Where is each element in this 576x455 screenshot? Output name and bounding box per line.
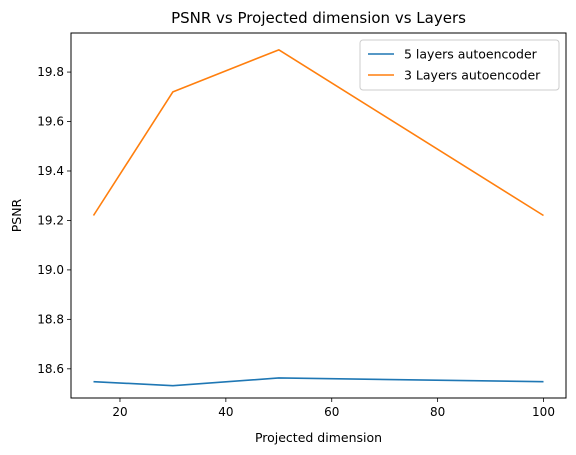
y-tick-label: 18.6 — [37, 362, 64, 376]
series-line-1 — [93, 377, 544, 387]
x-tick-label: 20 — [112, 405, 127, 419]
x-tick-label: 80 — [430, 405, 445, 419]
x-tick-label: 100 — [532, 405, 555, 419]
y-tick-label: 19.4 — [37, 164, 64, 178]
y-tick-label: 19.2 — [37, 213, 64, 227]
series-layer — [92, 49, 544, 387]
y-tick-label: 19.0 — [37, 263, 64, 277]
legend: 5 layers autoencoder 3 Layers autoencoder — [359, 39, 560, 91]
x-tick-label: 60 — [324, 405, 339, 419]
legend-entry-1: 5 layers autoencoder — [404, 47, 538, 62]
x-axis: 20 40 60 80 100 — [112, 398, 555, 419]
y-tick-label: 19.6 — [37, 115, 64, 129]
y-tick-label: 19.8 — [37, 65, 64, 79]
y-axis-label: PSNR — [9, 198, 24, 232]
series-line-2 — [92, 49, 544, 217]
plot-frame — [70, 32, 567, 399]
y-tick-label: 18.8 — [37, 312, 64, 326]
chart-title: PSNR vs Projected dimension vs Layers — [171, 9, 466, 27]
legend-box — [359, 39, 560, 91]
x-axis-label: Projected dimension — [255, 430, 382, 445]
legend-entry-2: 3 Layers autoencoder — [404, 68, 541, 83]
y-axis: 18.6 18.8 19.0 19.2 19.4 19.6 19.8 — [37, 65, 71, 376]
x-tick-label: 40 — [218, 405, 233, 419]
